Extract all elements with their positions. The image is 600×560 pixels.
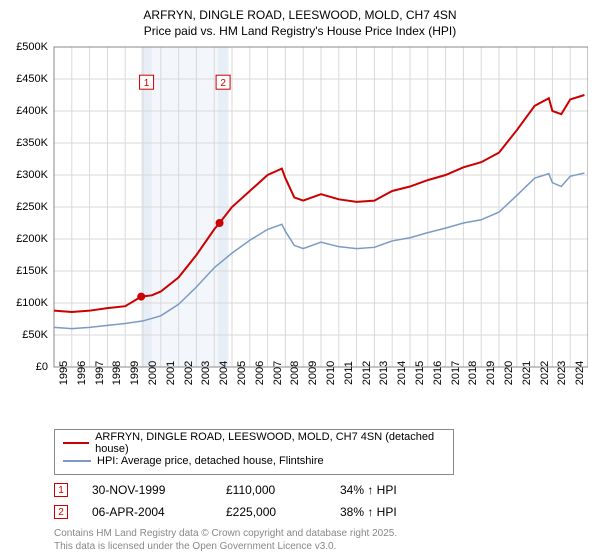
x-tick-label: 1996: [76, 361, 88, 385]
x-tick-label: 2009: [307, 361, 319, 385]
legend-swatch: [63, 460, 91, 462]
x-tick-label: 2012: [361, 361, 373, 385]
x-tick-label: 2019: [485, 361, 497, 385]
chart-title: ARFRYN, DINGLE ROAD, LEESWOOD, MOLD, CH7…: [12, 8, 588, 39]
y-tick-label: £0: [36, 361, 48, 373]
x-tick-label: 2014: [396, 361, 408, 385]
sale-marker-box: 2: [54, 505, 68, 519]
x-tick-label: 2018: [467, 361, 479, 385]
sale-price: £110,000: [226, 483, 316, 497]
x-tick-label: 2011: [343, 361, 355, 385]
sale-marker-1: [137, 293, 145, 301]
sale-delta: 34% ↑ HPI: [340, 483, 397, 497]
x-tick-label: 1997: [94, 361, 106, 385]
sale-price: £225,000: [226, 505, 316, 519]
x-tick-label: 2002: [183, 361, 195, 385]
sale-row: 2 06-APR-2004 £225,000 38% ↑ HPI: [54, 501, 588, 523]
legend-row: ARFRYN, DINGLE ROAD, LEESWOOD, MOLD, CH7…: [63, 434, 445, 452]
x-tick-label: 2004: [218, 361, 230, 385]
y-tick-label: £450K: [16, 73, 48, 85]
x-tick-label: 2022: [539, 361, 551, 385]
x-tick-label: 1998: [111, 361, 123, 385]
x-tick-label: 2023: [556, 361, 568, 385]
footer-attribution: Contains HM Land Registry data © Crown c…: [54, 527, 588, 553]
sale-row: 1 30-NOV-1999 £110,000 34% ↑ HPI: [54, 479, 588, 501]
y-tick-label: £100K: [16, 297, 48, 309]
legend-label: ARFRYN, DINGLE ROAD, LEESWOOD, MOLD, CH7…: [95, 431, 445, 455]
y-tick-label: £350K: [16, 137, 48, 149]
chart-area: 1 2 £0 £50K £100K £150K £200K £250K £300K £350K £…: [12, 43, 588, 423]
x-tick-label: 2017: [450, 361, 462, 385]
y-tick-label: £300K: [16, 169, 48, 181]
x-tick-label: 1995: [58, 361, 70, 385]
x-tick-label: 2013: [378, 361, 390, 385]
x-tick-label: 2005: [236, 361, 248, 385]
y-tick-label: £200K: [16, 233, 48, 245]
svg-text:1: 1: [144, 78, 150, 89]
x-tick-label: 2006: [254, 361, 266, 385]
x-tick-label: 2024: [574, 361, 586, 385]
legend: ARFRYN, DINGLE ROAD, LEESWOOD, MOLD, CH7…: [54, 429, 454, 475]
x-tick-label: 1999: [129, 361, 141, 385]
y-tick-label: £150K: [16, 265, 48, 277]
x-tick-label: 2020: [503, 361, 515, 385]
x-tick-label: 2010: [325, 361, 337, 385]
x-tick-label: 2008: [289, 361, 301, 385]
y-tick-label: £500K: [16, 41, 48, 53]
sale-date: 06-APR-2004: [92, 505, 202, 519]
y-tick-label: £50K: [22, 329, 48, 341]
sales-table: 1 30-NOV-1999 £110,000 34% ↑ HPI 2 06-APR-200…: [54, 479, 588, 523]
series-property: [54, 95, 584, 312]
sale-date: 30-NOV-1999: [92, 483, 202, 497]
sale-marker-box: 1: [54, 483, 68, 497]
x-tick-label: 2007: [272, 361, 284, 385]
x-tick-label: 2021: [521, 361, 533, 385]
y-tick-label: £400K: [16, 105, 48, 117]
x-tick-label: 2016: [432, 361, 444, 385]
sale-marker-2: [216, 219, 224, 227]
y-tick-label: £250K: [16, 201, 48, 213]
x-tick-label: 2001: [165, 361, 177, 385]
series-hpi: [54, 173, 584, 329]
sale-delta: 38% ↑ HPI: [340, 505, 397, 519]
svg-text:2: 2: [220, 78, 226, 89]
x-tick-label: 2003: [200, 361, 212, 385]
x-tick-label: 2000: [147, 361, 159, 385]
legend-label: HPI: Average price, detached house, Flin…: [97, 455, 324, 467]
x-tick-label: 2015: [414, 361, 426, 385]
legend-swatch: [63, 442, 89, 444]
